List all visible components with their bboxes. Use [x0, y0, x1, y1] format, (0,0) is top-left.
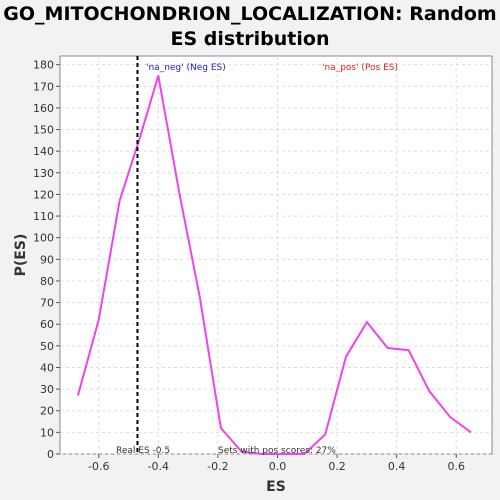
y-axis-label: P(ES) — [13, 234, 29, 277]
y-axis-ticks: 0 10 20 30 40 50 60 70 80 90 100 110 120 130 140 150 160… — [33, 59, 60, 461]
x-tick-label: -0.6 — [88, 460, 109, 473]
chart-title-line-2: ES distribution — [170, 28, 330, 50]
real-es-text: Real ES -0.5 — [116, 446, 170, 456]
y-tick-label: 140 — [33, 145, 54, 158]
grid — [60, 56, 492, 455]
y-tick-label: 50 — [40, 340, 54, 353]
x-tick-label: 0.2 — [328, 460, 346, 473]
y-tick-label: 170 — [33, 80, 54, 93]
x-tick-label: -0.2 — [207, 460, 228, 473]
x-tick-label: 0.0 — [269, 460, 287, 473]
x-axis-label: ES — [266, 479, 286, 495]
y-tick-label: 150 — [33, 124, 54, 137]
y-tick-label: 0 — [47, 448, 54, 461]
y-tick-label: 180 — [33, 59, 54, 72]
y-tick-label: 40 — [40, 361, 54, 374]
chart-title: GO_MITOCHONDRION_LOCALIZATION: Random ES… — [0, 2, 500, 52]
x-tick-label: 0.6 — [447, 460, 465, 473]
y-tick-label: 80 — [40, 275, 54, 288]
y-tick-label: 60 — [40, 318, 54, 331]
plot-area — [59, 55, 493, 455]
y-tick-label: 70 — [40, 297, 54, 310]
y-tick-label: 120 — [33, 188, 54, 201]
pos-es-label: 'na_pos' (Pos ES) — [322, 63, 398, 73]
series-line — [76, 75, 472, 455]
y-tick-label: 20 — [40, 405, 54, 418]
neg-es-label: 'na_neg' (Neg ES) — [146, 63, 226, 73]
y-tick-label: 110 — [33, 210, 54, 223]
y-tick-label: 160 — [33, 102, 54, 115]
y-tick-label: 100 — [33, 232, 54, 245]
y-tick-label: 30 — [40, 383, 54, 396]
y-tick-label: 10 — [40, 426, 54, 439]
pos-scores-text: Sets with pos scores: 27% — [218, 446, 336, 456]
y-tick-label: 130 — [33, 167, 54, 180]
x-tick-label: 0.4 — [388, 460, 406, 473]
chart-title-line-1: GO_MITOCHONDRION_LOCALIZATION: Random — [3, 3, 497, 25]
x-tick-label: -0.4 — [148, 460, 169, 473]
x-axis-ticks: -0.6 -0.4 -0.2 0.0 0.2 0.4 0.6 — [88, 454, 465, 473]
y-tick-label: 90 — [40, 253, 54, 266]
